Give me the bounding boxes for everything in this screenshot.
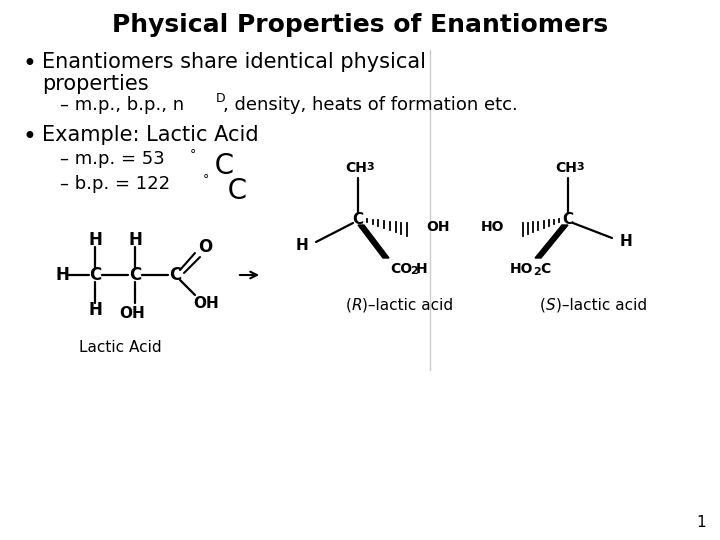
Text: H: H [128,231,142,249]
Text: )–lactic acid: )–lactic acid [556,298,647,313]
Text: C: C [169,266,181,284]
Text: CO: CO [390,262,412,276]
Text: Physical Properties of Enantiomers: Physical Properties of Enantiomers [112,13,608,37]
Text: Example: Lactic Acid: Example: Lactic Acid [42,125,258,145]
Text: C: C [352,213,364,227]
Text: Enantiomers share identical physical: Enantiomers share identical physical [42,52,426,72]
Text: 3: 3 [576,162,584,172]
Text: (: ( [540,298,546,313]
Text: C: C [540,262,550,276]
Text: 2: 2 [533,267,541,277]
Text: (: ( [346,298,352,313]
Text: S: S [546,298,556,313]
Text: •: • [22,52,36,76]
Polygon shape [358,225,389,258]
Text: Lactic Acid: Lactic Acid [78,340,161,355]
Text: CH: CH [555,161,577,175]
Text: OH: OH [119,306,145,321]
Text: HO: HO [510,262,533,276]
Text: – m.p., b.p., n: – m.p., b.p., n [60,96,184,114]
Text: OH: OH [193,295,219,310]
Text: C: C [129,266,141,284]
Text: H: H [55,266,69,284]
Text: 1: 1 [696,515,706,530]
Text: , density, heats of formation etc.: , density, heats of formation etc. [223,96,518,114]
Text: H: H [88,301,102,319]
Text: H: H [295,239,308,253]
Text: O: O [198,238,212,256]
Text: 3: 3 [366,162,374,172]
Text: C: C [89,266,101,284]
Polygon shape [535,225,568,258]
Text: C: C [562,213,574,227]
Text: )–lactic acid: )–lactic acid [362,298,453,313]
Text: D: D [216,92,225,105]
Text: 2: 2 [410,266,418,276]
Text: •: • [22,125,36,149]
Text: H: H [416,262,428,276]
Text: – b.p. = 122: – b.p. = 122 [60,175,170,193]
Text: H: H [620,234,633,249]
Text: CH: CH [345,161,367,175]
Text: C: C [197,152,234,180]
Text: H: H [88,231,102,249]
Text: °: ° [190,148,197,161]
Text: properties: properties [42,74,148,94]
Text: HO: HO [480,220,504,234]
Text: °: ° [203,173,210,186]
Text: R: R [352,298,363,313]
Text: OH: OH [426,220,449,234]
Text: – m.p. = 53: – m.p. = 53 [60,150,165,168]
Text: C: C [210,177,247,205]
